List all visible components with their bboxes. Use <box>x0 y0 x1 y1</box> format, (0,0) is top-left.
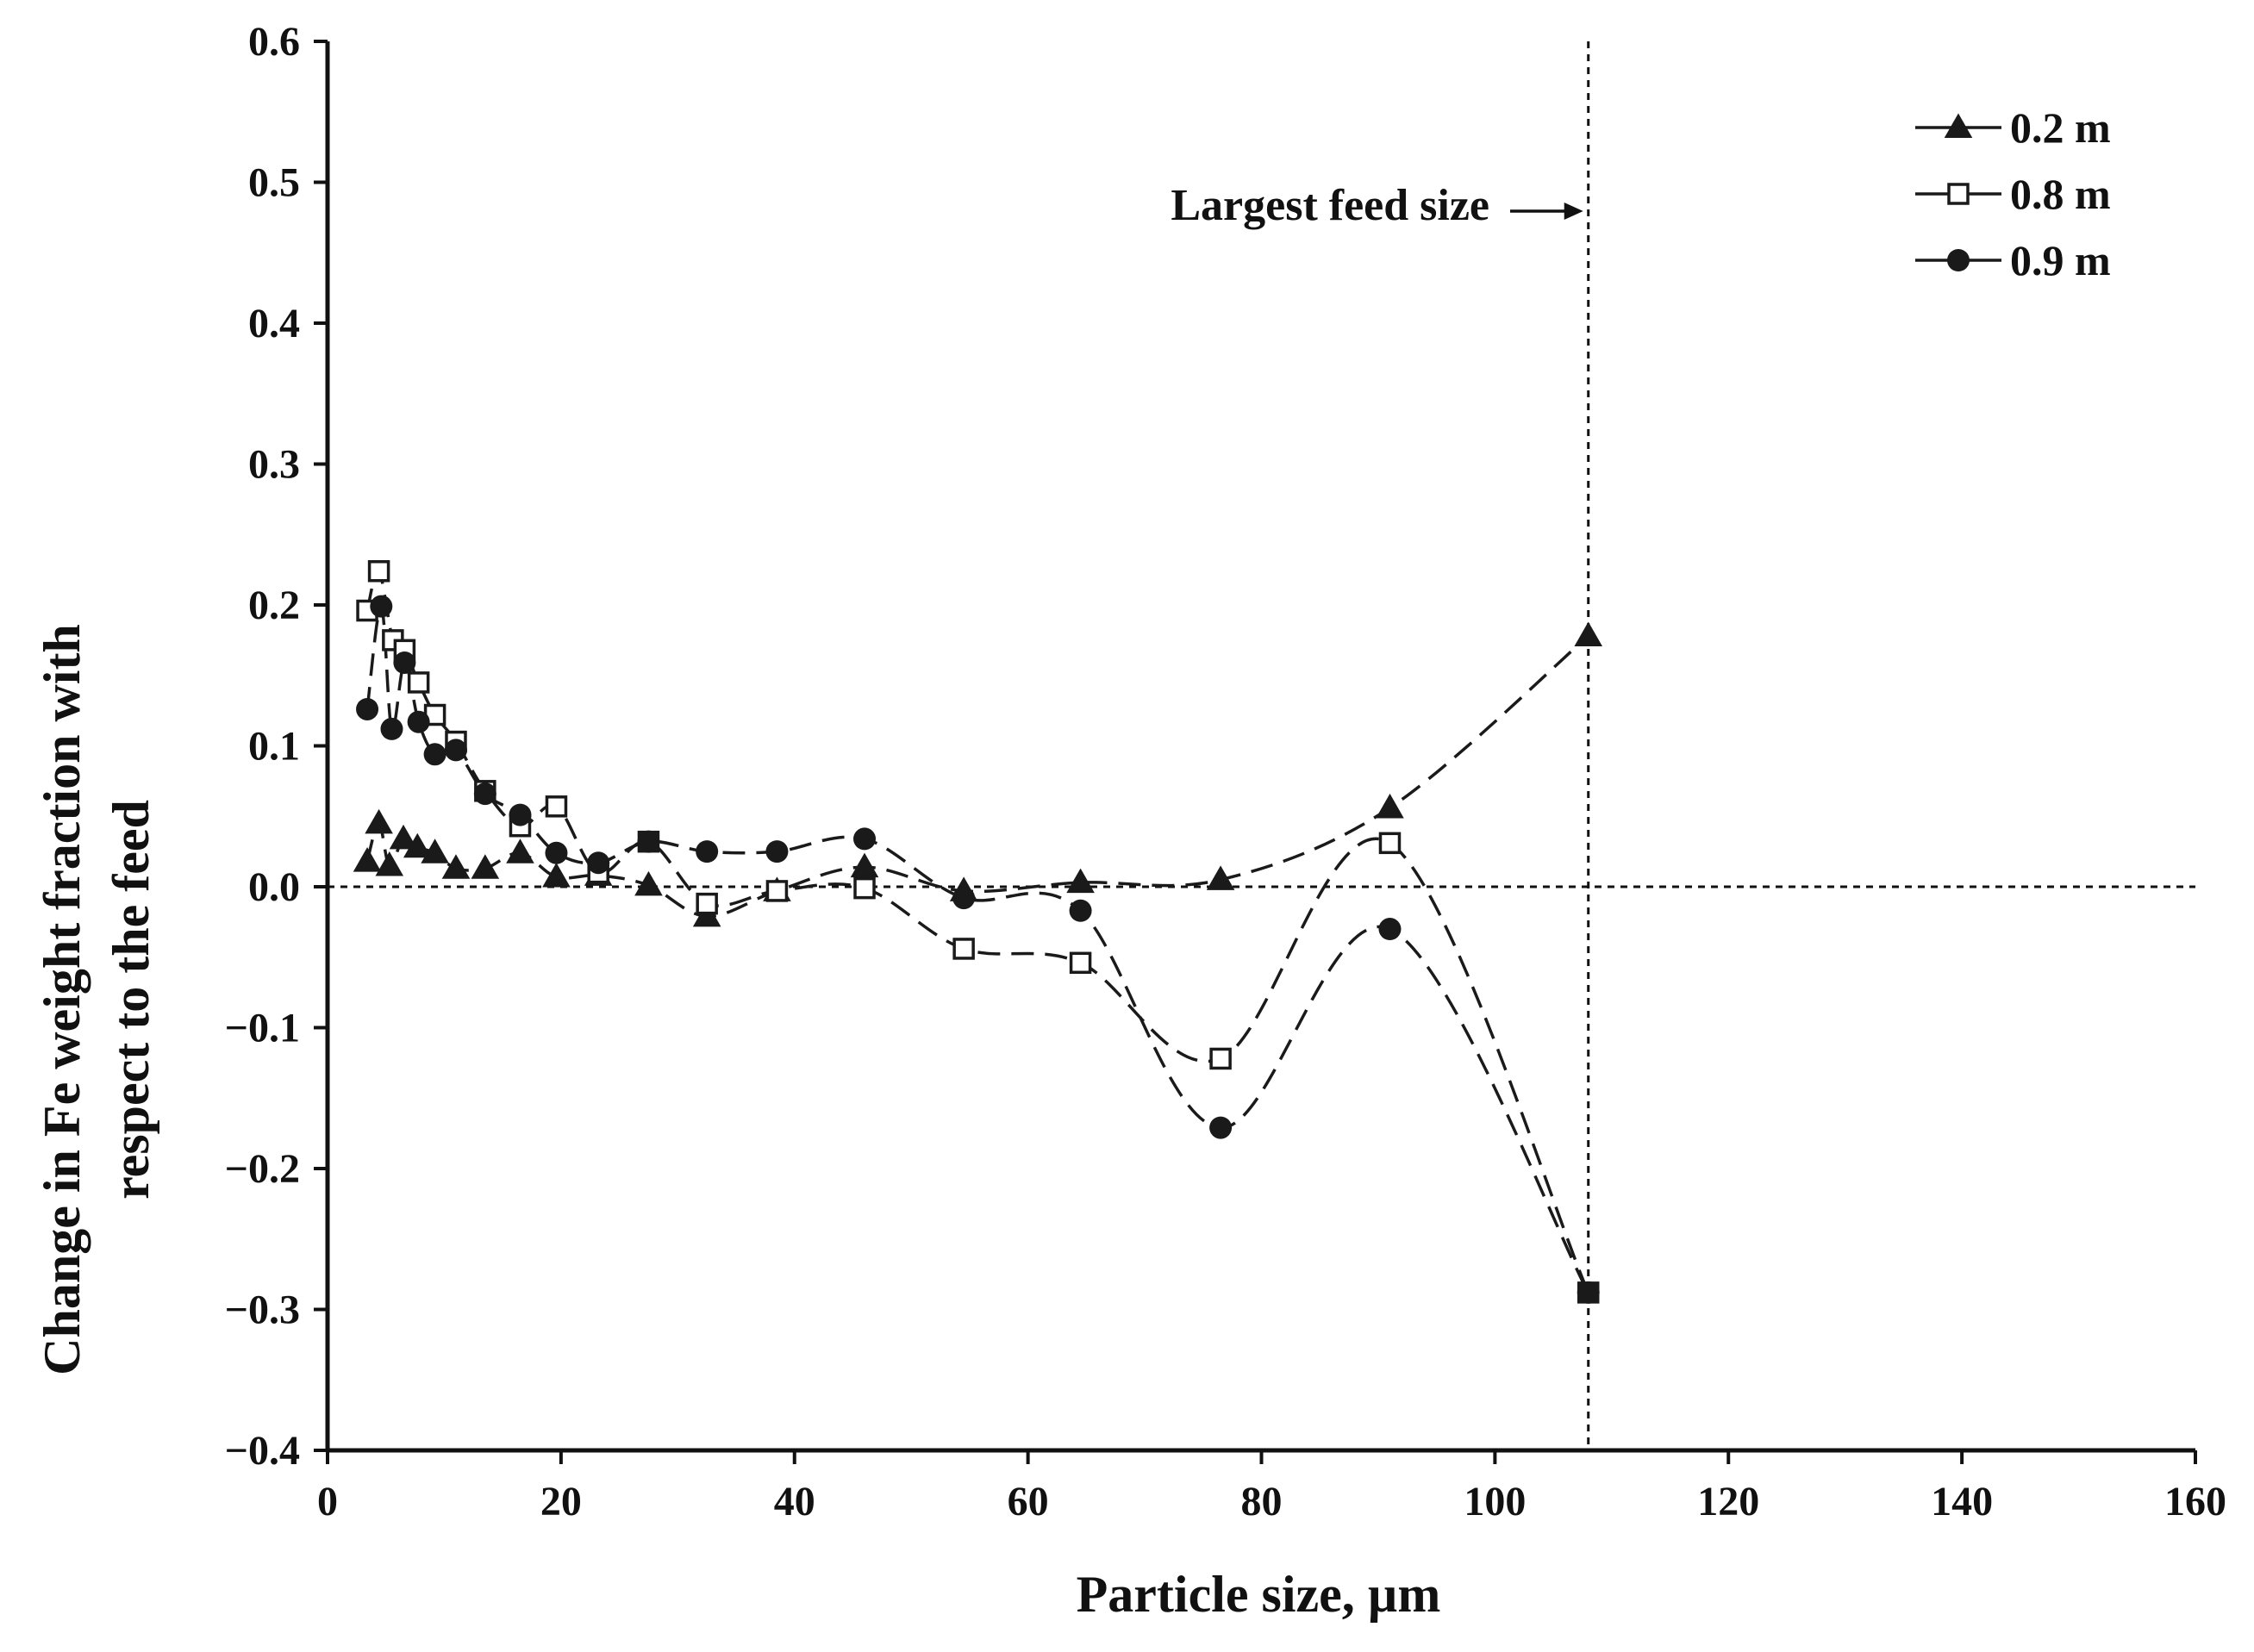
data-point-0-9-m-2 <box>380 717 403 740</box>
legend-marker-0-8-m <box>1947 183 1970 205</box>
data-point-0-2-m-18 <box>1376 793 1404 819</box>
series-line-0-8-m <box>365 569 1590 1294</box>
reference-lines <box>328 41 2195 1450</box>
annotation-arrow <box>1510 203 1583 220</box>
data-point-0-9-m-7 <box>473 782 496 806</box>
data-point-0-8-m-1 <box>367 560 390 583</box>
data-point-0-9-m-14 <box>853 827 877 851</box>
y-tick-label-0: 0.0 <box>248 864 300 910</box>
data-point-0-8-m-14 <box>853 876 876 900</box>
y-axis-title-line-1: Change in Fe weight fraction with <box>34 624 91 1375</box>
legend-label-0-2-m: 0.2 m <box>2010 103 2111 152</box>
data-point-0-8-m-18 <box>1378 832 1402 855</box>
data-point-0-9-m-3 <box>393 651 416 675</box>
data-point-0-2-m-6 <box>441 854 471 879</box>
data-point-0-9-m-19 <box>1577 1281 1600 1304</box>
y-tick-label-0-5: 0.5 <box>248 160 300 206</box>
y-tick-label-0-4: 0.4 <box>248 301 300 346</box>
annotation-largest-feed-size: Largest feed size <box>1171 181 1489 230</box>
y-axis-title-line-2: respect to the feed <box>103 800 159 1200</box>
data-point-0-9-m-15 <box>952 887 976 910</box>
data-point-0-9-m-17 <box>1209 1116 1233 1139</box>
data-point-0-9-m-12 <box>696 840 719 863</box>
data-point-0-8-m-9 <box>545 795 568 818</box>
y-tick-label-0-4: −0.4 <box>225 1428 300 1474</box>
data-point-0-2-m-7 <box>471 854 500 879</box>
x-tick-label-80: 80 <box>1241 1479 1283 1524</box>
y-ticks: −0.4 −0.3 −0.2 −0.1 0.0 0.1 0.2 0.3 0.4 0.5 0.6 <box>225 19 328 1474</box>
x-tick-label-160: 160 <box>2164 1479 2226 1524</box>
data-point-0-2-m-8 <box>506 838 534 863</box>
data-point-0-8-m-4 <box>407 671 430 694</box>
y-tick-label-0-3: 0.3 <box>248 442 300 488</box>
data-point-0-8-m-16 <box>1069 951 1092 975</box>
data-point-0-9-m-1 <box>370 595 393 618</box>
series-markers <box>353 560 1603 1304</box>
data-point-0-2-m-9 <box>542 863 571 888</box>
x-tick-label-140: 140 <box>1931 1479 1993 1524</box>
data-point-0-9-m-0 <box>356 697 379 720</box>
data-point-0-8-m-15 <box>952 938 975 960</box>
y-tick-label-0-1: 0.1 <box>248 724 300 770</box>
x-tick-label-0: 0 <box>317 1479 338 1524</box>
series-line-0-9-m <box>365 604 1590 1294</box>
data-point-0-2-m-3 <box>389 824 418 850</box>
annotation-arrow-head <box>1564 203 1583 220</box>
data-point-0-9-m-4 <box>407 710 430 733</box>
x-tick-label-100: 100 <box>1464 1479 1526 1524</box>
data-point-0-8-m-12 <box>696 892 718 915</box>
data-point-0-9-m-6 <box>444 739 467 762</box>
y-tick-label-0-2: −0.2 <box>225 1146 300 1192</box>
data-point-0-2-m-11 <box>634 870 663 896</box>
data-point-0-2-m-5 <box>421 838 449 863</box>
data-point-0-2-m-1 <box>365 808 393 834</box>
data-point-0-9-m-8 <box>509 803 532 826</box>
data-point-0-2-m-19 <box>1574 621 1603 646</box>
y-tick-label-0-1: −0.1 <box>225 1006 300 1051</box>
data-point-0-2-m-2 <box>375 851 404 876</box>
data-point-0-2-m-0 <box>353 847 382 872</box>
y-tick-label-0-2: 0.2 <box>248 583 300 628</box>
data-point-0-9-m-13 <box>765 840 789 863</box>
x-tick-label-20: 20 <box>540 1479 582 1524</box>
data-point-0-2-m-12 <box>692 901 721 927</box>
data-point-0-8-m-13 <box>765 880 789 902</box>
legend-marker-0-2-m <box>1944 113 1973 138</box>
x-tick-label-40: 40 <box>774 1479 815 1524</box>
data-point-0-9-m-18 <box>1378 918 1402 941</box>
x-tick-label-60: 60 <box>1008 1479 1049 1524</box>
y-tick-label-0-6: 0.6 <box>248 19 300 65</box>
legend-label-0-9-m: 0.9 m <box>2010 236 2111 284</box>
data-point-0-9-m-9 <box>545 841 568 864</box>
y-tick-label-0-3: −0.3 <box>225 1287 300 1333</box>
data-point-0-9-m-5 <box>423 743 446 766</box>
x-ticks: 0 20 40 60 80 100 120 140 160 <box>317 1450 2226 1524</box>
data-point-0-9-m-10 <box>587 851 610 875</box>
x-tick-label-120: 120 <box>1697 1479 1759 1524</box>
x-axis-title: Particle size, µm <box>1077 1566 1441 1623</box>
data-point-0-8-m-17 <box>1209 1047 1232 1070</box>
data-point-0-9-m-11 <box>637 830 660 853</box>
data-point-0-2-m-16 <box>1066 868 1095 894</box>
legend-marker-0-9-m <box>1947 249 1970 271</box>
data-point-0-9-m-16 <box>1069 899 1092 922</box>
legend-label-0-8-m: 0.8 m <box>2010 170 2111 218</box>
data-point-0-2-m-4 <box>403 832 432 858</box>
legend: 0.2 m 0.8 m 0.9 m <box>1915 103 2111 284</box>
data-point-0-2-m-14 <box>850 852 879 878</box>
data-point-0-2-m-17 <box>1206 865 1235 890</box>
